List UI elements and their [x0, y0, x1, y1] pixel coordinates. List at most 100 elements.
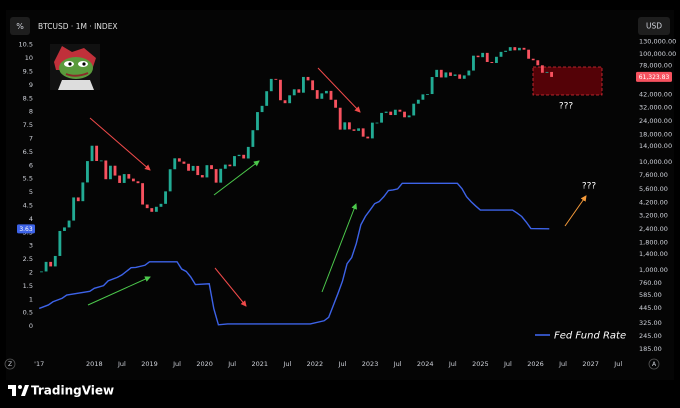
- legend-label: Fed Fund Rate: [554, 331, 626, 342]
- y2-tick-label: 585.00: [639, 291, 662, 299]
- candle: [426, 94, 429, 95]
- candle: [366, 136, 370, 139]
- y2-tick-label: 10,000.00: [639, 158, 672, 166]
- y2-tick-label: 5,600.00: [639, 185, 668, 193]
- candle: [246, 146, 250, 159]
- candle: [495, 56, 498, 63]
- y2-tick-label: 1,000.00: [639, 266, 668, 274]
- candle: [320, 93, 324, 99]
- candle: [306, 76, 310, 81]
- scale-button-label[interactable]: %: [16, 22, 24, 31]
- candle: [384, 111, 388, 113]
- candle: [205, 165, 209, 178]
- candle: [256, 112, 259, 131]
- candle: [223, 164, 227, 169]
- x-tick-label: 2026: [527, 360, 544, 368]
- candle: [550, 71, 554, 77]
- candle: [370, 122, 374, 139]
- control-label[interactable]: Z: [8, 361, 12, 368]
- chart-panel: [6, 10, 674, 380]
- candle: [122, 174, 126, 183]
- x-tick-label: 2020: [196, 360, 213, 368]
- candle: [435, 69, 439, 78]
- y2-tick-label: 325.00: [639, 319, 662, 327]
- candle: [159, 203, 163, 207]
- candle: [44, 261, 48, 272]
- y-tick-label: 2: [29, 269, 33, 277]
- brand-name: TradingView: [31, 384, 114, 398]
- scale-button[interactable]: [10, 17, 30, 35]
- y2-tick-label: 24,000.00: [639, 117, 672, 125]
- candle: [472, 55, 475, 71]
- control-label[interactable]: A: [652, 361, 657, 368]
- candle: [329, 90, 333, 100]
- y-tick-label: 5.5: [23, 175, 33, 183]
- y2-tick-label: 4,200.00: [639, 199, 668, 207]
- candle: [242, 154, 246, 159]
- control-button[interactable]: [648, 358, 660, 370]
- candle: [269, 78, 273, 92]
- annotation: ???: [582, 182, 597, 192]
- candle: [274, 78, 278, 80]
- candle: [338, 107, 342, 130]
- currency-button-label[interactable]: USD: [646, 22, 662, 31]
- y2-tick-label: 18,000.00: [639, 130, 672, 138]
- x-tick-label: Jul: [393, 360, 402, 368]
- candle: [187, 163, 190, 171]
- candle: [453, 74, 457, 76]
- candle: [67, 220, 71, 228]
- candle: [233, 156, 236, 167]
- rate-line: [38, 182, 550, 326]
- candle: [439, 69, 443, 78]
- candle: [164, 191, 167, 204]
- y-tick-label: 8: [29, 108, 33, 116]
- candle: [53, 255, 57, 267]
- x-tick-label: '17: [34, 360, 44, 368]
- candle: [297, 89, 301, 93]
- brand-logo: [8, 385, 29, 396]
- candle: [545, 71, 549, 73]
- x-tick-label: 2021: [251, 360, 268, 368]
- y2-tick-label: 1,400.00: [639, 250, 668, 258]
- avatar-icon: [50, 44, 100, 90]
- candle: [237, 154, 241, 157]
- candle: [421, 94, 425, 100]
- candle: [145, 204, 149, 209]
- y2-tick-label: 7,600.00: [639, 171, 668, 179]
- candle: [430, 77, 434, 95]
- candle: [357, 128, 360, 131]
- y2-tick-label: 42,000.00: [639, 91, 672, 99]
- y-tick-label: 7: [29, 135, 33, 143]
- y-tick-label: 1: [29, 295, 33, 303]
- y2-tick-label: 445.00: [639, 304, 662, 312]
- candle: [416, 99, 420, 104]
- candle: [393, 109, 397, 116]
- symbol-label: BTCUSD · 1M · INDEX: [38, 22, 118, 31]
- candle: [90, 145, 94, 162]
- candle: [499, 51, 503, 57]
- candle: [95, 145, 99, 161]
- currency-button[interactable]: [638, 17, 670, 35]
- x-tick-label: 2024: [417, 360, 434, 368]
- x-tick-label: 2022: [307, 360, 324, 368]
- candle: [279, 79, 282, 101]
- control-button[interactable]: [4, 358, 16, 370]
- candle: [136, 181, 140, 184]
- candle: [49, 261, 53, 267]
- y-tick-label: 0: [29, 322, 33, 330]
- rate-tag-label: 3.63: [19, 226, 33, 233]
- y2-tick-label: 3,200.00: [639, 211, 668, 219]
- y-tick-label: 7.5: [23, 121, 33, 129]
- y2-tick-label: 100,000.00: [639, 50, 676, 58]
- candle: [168, 169, 172, 192]
- x-tick-label: Jul: [503, 360, 512, 368]
- x-tick-label: 2019: [141, 360, 158, 368]
- y-tick-label: 8.5: [23, 94, 33, 102]
- candle: [380, 112, 383, 123]
- candle: [517, 47, 521, 51]
- candle: [214, 169, 218, 183]
- candle: [210, 165, 213, 170]
- y2-tick-label: 1,800.00: [639, 238, 668, 246]
- x-tick-label: 2018: [86, 360, 103, 368]
